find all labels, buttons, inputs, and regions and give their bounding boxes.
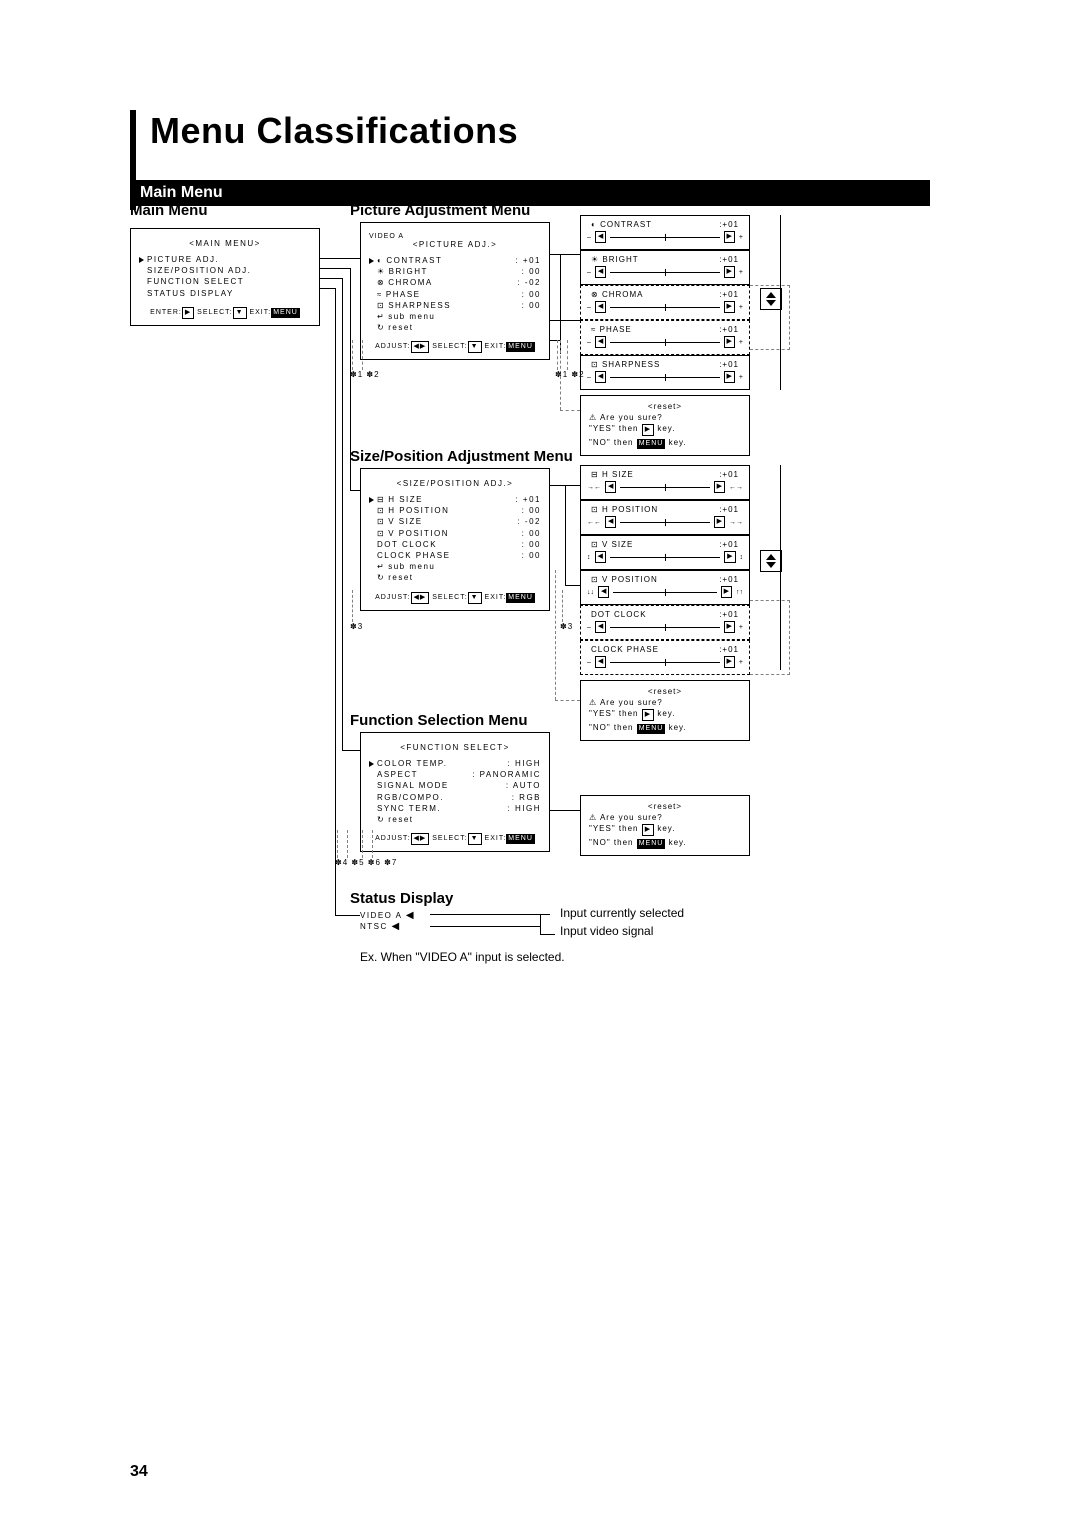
slider-vsize: ⊡ V SIZE:+01 ↕◀▶↕ — [580, 535, 750, 570]
status-note-2: Input video signal — [560, 924, 653, 938]
star-12a: ✽1 ✽2 — [350, 370, 380, 379]
picture-adj-box: VIDEO A <PICTURE ADJ.> ◐ CONTRAST: +01 ☀… — [360, 222, 550, 360]
slider-bright: ☀ BRIGHT:+01 –◀▶+ — [580, 250, 750, 285]
heading-picture: Picture Adjustment Menu — [350, 202, 530, 219]
star-3a: ✽3 — [350, 622, 363, 631]
main-menu-box: <MAIN MENU> PICTURE ADJ. SIZE/POSITION A… — [130, 228, 320, 326]
slider-contrast: ◐ CONTRAST:+01 –◀▶+ — [580, 215, 750, 250]
heading-main-menu: Main Menu — [130, 202, 208, 219]
slider-hsize: ⊟ H SIZE:+01 →←◀▶←→ — [580, 465, 750, 500]
heading-size: Size/Position Adjustment Menu — [350, 448, 573, 465]
updown-icon-2 — [760, 550, 782, 572]
sizepos-box: <SIZE/POSITION ADJ.> ⊟ H SIZE: +01 ⊡ H P… — [360, 468, 550, 611]
reset-box-size: <reset> ⚠ Are you sure? "YES" then ▶ key… — [580, 680, 750, 741]
slider-phase: ≈ PHASE:+01 –◀▶+ — [580, 320, 750, 355]
reset-box-picture: <reset> ⚠ Are you sure? "YES" then ▶ key… — [580, 395, 750, 456]
page-title: Menu Classifications — [150, 110, 950, 152]
main-menu-footer: ENTER:▶ SELECT:▼ EXIT:MENU — [139, 307, 311, 319]
reset-box-func: <reset> ⚠ Are you sure? "YES" then ▶ key… — [580, 795, 750, 856]
status-caption: Ex. When "VIDEO A" input is selected. — [360, 950, 565, 964]
star-3b: ✽3 — [560, 622, 573, 631]
slider-sharpness: ⊡ SHARPNESS:+01 –◀▶+ — [580, 355, 750, 390]
star-4567: ✽4 ✽5 ✽6 ✽7 — [335, 858, 397, 867]
heading-status: Status Display — [350, 890, 453, 907]
funcsel-box: <FUNCTION SELECT> COLOR TEMP.: HIGH ASPE… — [360, 732, 550, 852]
slider-clockphase: CLOCK PHASE:+01 –◀▶+ — [580, 640, 750, 675]
slider-chroma: ⊗ CHROMA:+01 –◀▶+ — [580, 285, 750, 320]
status-note-1: Input currently selected — [560, 906, 684, 920]
cursor-icon — [139, 257, 144, 263]
slider-dotclock: DOT CLOCK:+01 –◀▶+ — [580, 605, 750, 640]
main-menu-title: <MAIN MENU> — [139, 239, 311, 248]
slider-vpos: ⊡ V POSITION:+01 ↓↓◀▶↑↑ — [580, 570, 750, 605]
heading-func: Function Selection Menu — [350, 712, 528, 729]
slider-hpos: ⊡ H POSITION:+01 ←←◀▶→→ — [580, 500, 750, 535]
star-12b: ✽1 ✽2 — [555, 370, 585, 379]
page-content: Menu Classifications Main Menu Main Menu… — [130, 110, 950, 206]
page-number: 34 — [130, 1463, 148, 1481]
status-box: VIDEO A ◀ NTSC ◀ — [360, 910, 415, 932]
